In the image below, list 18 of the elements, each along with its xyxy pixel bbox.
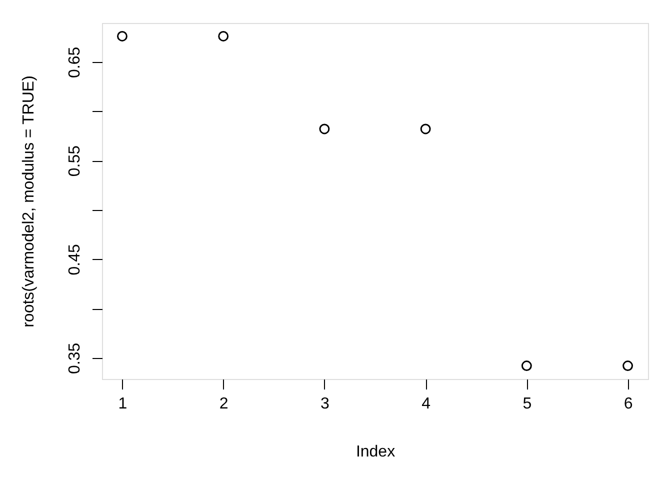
x-tick-label: 1 — [118, 396, 128, 412]
point — [420, 124, 431, 134]
x-tick-label: 5 — [522, 396, 532, 412]
y-tick-label: 0.65 — [66, 46, 84, 78]
point — [218, 31, 229, 42]
point — [622, 360, 633, 371]
x-axis-title: Index — [356, 444, 396, 460]
y-axis-title: roots(varmodel2, modulus = TRUE) — [20, 76, 38, 328]
point — [521, 360, 532, 371]
y-tick-label: 0.45 — [66, 244, 84, 276]
x-tick-label: 6 — [624, 396, 633, 412]
point — [319, 124, 330, 134]
y-tick-label: 0.55 — [66, 145, 84, 177]
point — [117, 31, 128, 42]
y-tick-label: 0.35 — [66, 342, 84, 374]
x-tick-label: 2 — [219, 396, 228, 412]
x-tick-label: 4 — [422, 396, 431, 412]
x-tick-label: 3 — [320, 396, 330, 412]
